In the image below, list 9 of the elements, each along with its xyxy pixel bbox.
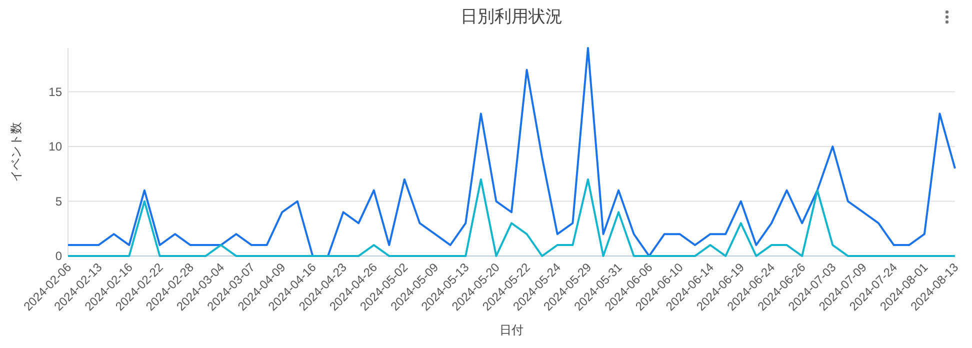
chart-title: 日別利用状況 (460, 7, 562, 26)
line-series (67, 178, 956, 257)
y-tick-label: 10 (48, 140, 62, 154)
x-axis-title: 日付 (500, 323, 524, 337)
y-tick-label: 5 (55, 194, 62, 208)
line-series (67, 47, 956, 257)
y-tick-label: 0 (55, 249, 62, 264)
y-tick-label: 15 (48, 84, 62, 99)
y-axis-title: イベント数 (9, 122, 23, 182)
